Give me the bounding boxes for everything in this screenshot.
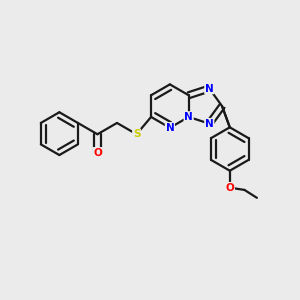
Text: N: N: [205, 83, 214, 94]
Text: S: S: [133, 129, 140, 139]
Text: N: N: [205, 118, 214, 129]
Text: N: N: [184, 112, 193, 122]
Text: N: N: [166, 123, 174, 133]
Text: O: O: [93, 148, 102, 158]
Text: O: O: [225, 183, 234, 193]
